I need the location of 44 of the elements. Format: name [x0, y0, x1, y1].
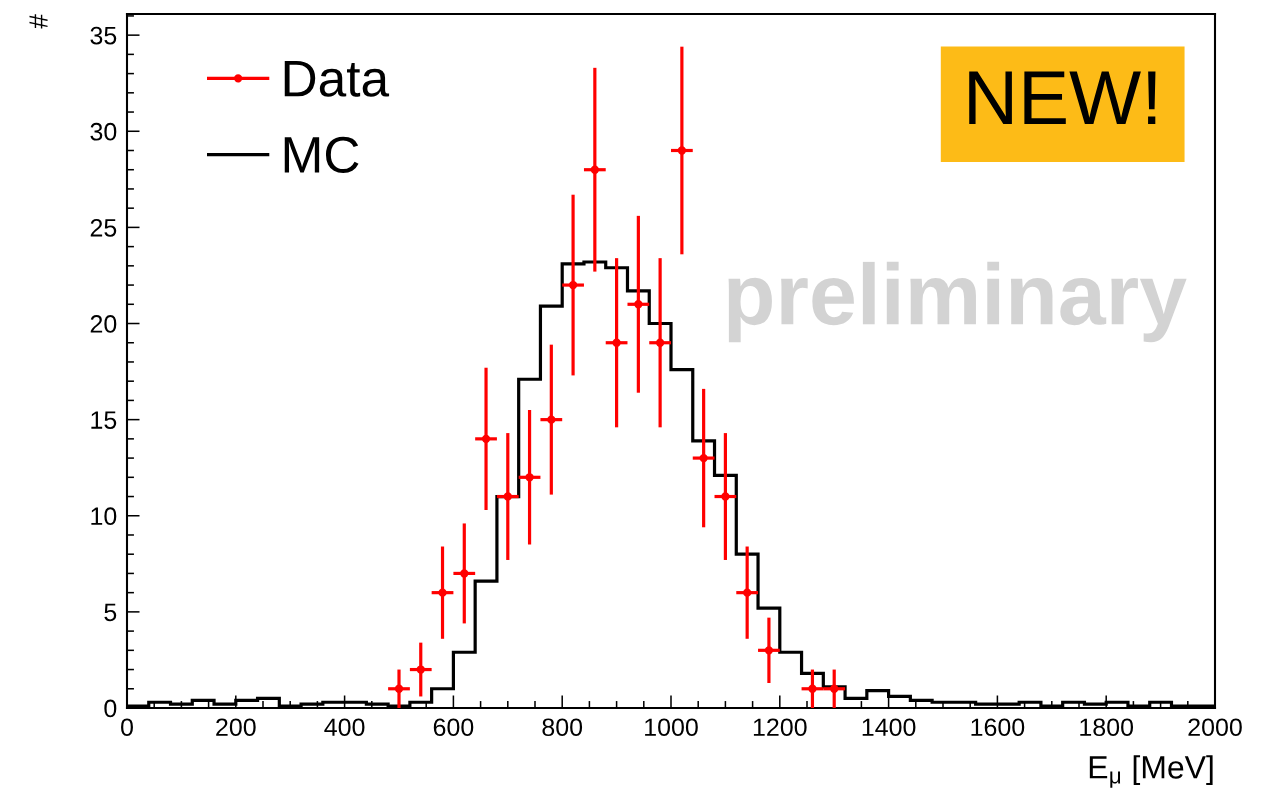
x-tick-label: 1200: [753, 718, 807, 737]
x-tick-label: 1400: [862, 718, 916, 737]
y-tick-label: 25: [90, 218, 117, 237]
x-tick-label: 0: [121, 718, 133, 737]
point: [525, 473, 534, 482]
point: [547, 415, 556, 424]
x-tick-label: 400: [324, 718, 365, 737]
point: [503, 492, 512, 501]
x-axis-title: E$_{μ}$ [MeV]: [1089, 755, 1213, 788]
y-tick-label: 20: [90, 315, 117, 333]
point: [394, 684, 404, 693]
annotation: NEW!: [969, 71, 1156, 124]
point: [481, 434, 491, 444]
point: [416, 665, 425, 674]
y-tick-label: 5: [104, 603, 117, 622]
y-tick-label: 10: [91, 507, 117, 526]
x-tick-label: 200: [216, 718, 256, 737]
x-tick-label: 600: [433, 718, 474, 737]
x-tick-label: 1800: [1080, 718, 1134, 737]
point: [460, 569, 469, 578]
legend-label: MC: [284, 136, 359, 174]
x-tick-label: 1600: [971, 718, 1025, 737]
point: [808, 684, 817, 693]
point: [655, 338, 665, 347]
x-tick-label: 800: [542, 718, 583, 737]
y-axis-title: #: [29, 14, 48, 29]
x-tick-label: 2000: [1188, 718, 1242, 737]
point: [721, 492, 730, 501]
y-tick-label: 0: [104, 699, 117, 718]
point: [612, 338, 621, 347]
x-tick-label: 1000: [645, 718, 698, 737]
point: [568, 280, 578, 290]
point: [830, 684, 839, 693]
point: [634, 300, 643, 309]
y-tick-label: 30: [90, 122, 117, 141]
legend-label: Data: [284, 61, 390, 97]
point: [699, 453, 708, 463]
point: [438, 588, 447, 597]
y-tick-label: 35: [90, 26, 117, 45]
y-tick-label: 15: [91, 411, 117, 429]
point: [677, 146, 687, 155]
point: [764, 646, 774, 655]
point: [742, 588, 752, 597]
point: [590, 165, 600, 174]
